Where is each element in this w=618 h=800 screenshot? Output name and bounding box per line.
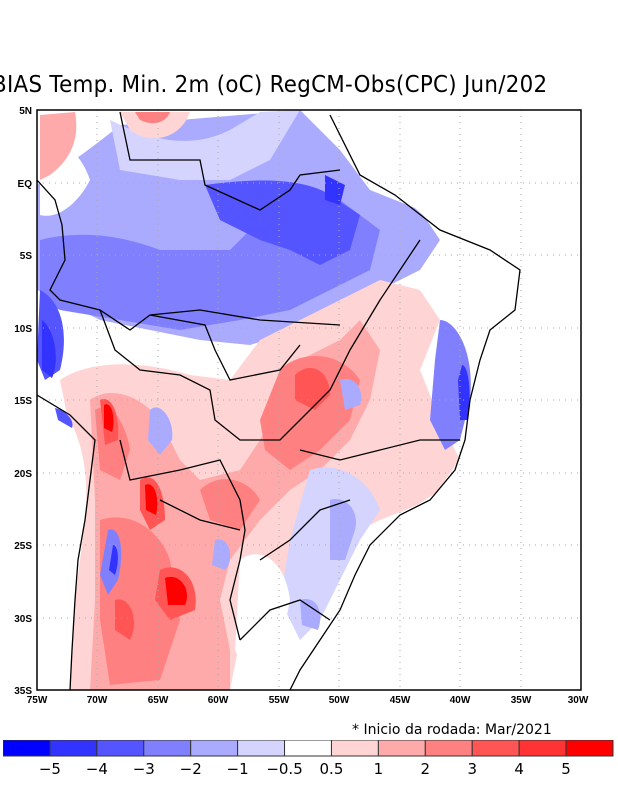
y-tick-label: 5N bbox=[19, 106, 32, 117]
colorbar-swatch bbox=[96, 740, 145, 757]
colorbar-swatch bbox=[143, 740, 192, 757]
y-tick-label: 25S bbox=[14, 541, 32, 552]
colorbar-label: −5 bbox=[39, 760, 61, 778]
map-plot: 5N EQ 5S 10S 15S 20S 25S 30S 35S 75W 70W… bbox=[14, 106, 589, 706]
x-tick-label: 50W bbox=[329, 695, 350, 706]
x-tick-label: 75W bbox=[27, 695, 48, 706]
colorbar-swatch bbox=[49, 740, 98, 757]
x-tick-label: 30W bbox=[568, 695, 589, 706]
colorbar-swatch bbox=[377, 740, 426, 757]
colorbar-label: 1 bbox=[374, 760, 384, 778]
colorbar-label: 4 bbox=[514, 760, 524, 778]
colorbar-label: −3 bbox=[133, 760, 155, 778]
plot-frame bbox=[36, 109, 582, 691]
colorbar-label: 2 bbox=[421, 760, 431, 778]
colorbar-swatch bbox=[330, 740, 379, 757]
colorbar-swatch bbox=[3, 740, 51, 757]
colorbar-label: −0.5 bbox=[266, 760, 302, 778]
colorbar-swatch bbox=[518, 740, 567, 757]
colorbar-swatch bbox=[237, 740, 286, 757]
country-borders bbox=[37, 111, 521, 690]
colorbar: −5 −4 −3 −2 −1 −0.5 0.5 1 2 3 4 5 bbox=[3, 740, 614, 778]
colorbar-swatch bbox=[565, 740, 614, 757]
colorbar-swatch bbox=[284, 740, 332, 757]
y-tick-label: 5S bbox=[20, 251, 33, 262]
x-tick-label: 45W bbox=[390, 695, 411, 706]
colorbar-swatch bbox=[471, 740, 520, 757]
bias-field bbox=[37, 110, 581, 690]
y-tick-label: 10S bbox=[14, 324, 32, 335]
colorbar-swatch bbox=[424, 740, 473, 757]
colorbar-label: 0.5 bbox=[320, 760, 344, 778]
x-tick-label: 70W bbox=[87, 695, 108, 706]
y-tick-label: 30S bbox=[14, 614, 32, 625]
colorbar-label: −4 bbox=[86, 760, 108, 778]
colorbar-swatch bbox=[190, 740, 239, 757]
y-axis: 5N EQ 5S 10S 15S 20S 25S 30S 35S bbox=[14, 106, 32, 697]
colorbar-label: 3 bbox=[467, 760, 477, 778]
grid-lines bbox=[37, 110, 581, 690]
colorbar-label: −2 bbox=[180, 760, 202, 778]
y-tick-label: 20S bbox=[14, 469, 32, 480]
x-tick-label: 65W bbox=[148, 695, 169, 706]
colorbar-label: 5 bbox=[561, 760, 571, 778]
colorbar-label: −1 bbox=[227, 760, 249, 778]
chart-title: BIAS Temp. Min. 2m (oC) RegCM-Obs(CPC) J… bbox=[0, 72, 548, 98]
x-tick-label: 35W bbox=[511, 695, 532, 706]
x-tick-label: 40W bbox=[450, 695, 471, 706]
y-tick-label: 15S bbox=[14, 396, 32, 407]
y-tick-label: 35S bbox=[14, 686, 32, 697]
run-start-note: * Inicio da rodada: Mar/2021 bbox=[352, 722, 552, 738]
y-tick-label: EQ bbox=[18, 179, 33, 190]
x-axis: 75W 70W 65W 60W 55W 50W 45W 40W 35W 30W bbox=[27, 695, 589, 706]
x-tick-label: 55W bbox=[269, 695, 290, 706]
x-tick-label: 60W bbox=[208, 695, 229, 706]
